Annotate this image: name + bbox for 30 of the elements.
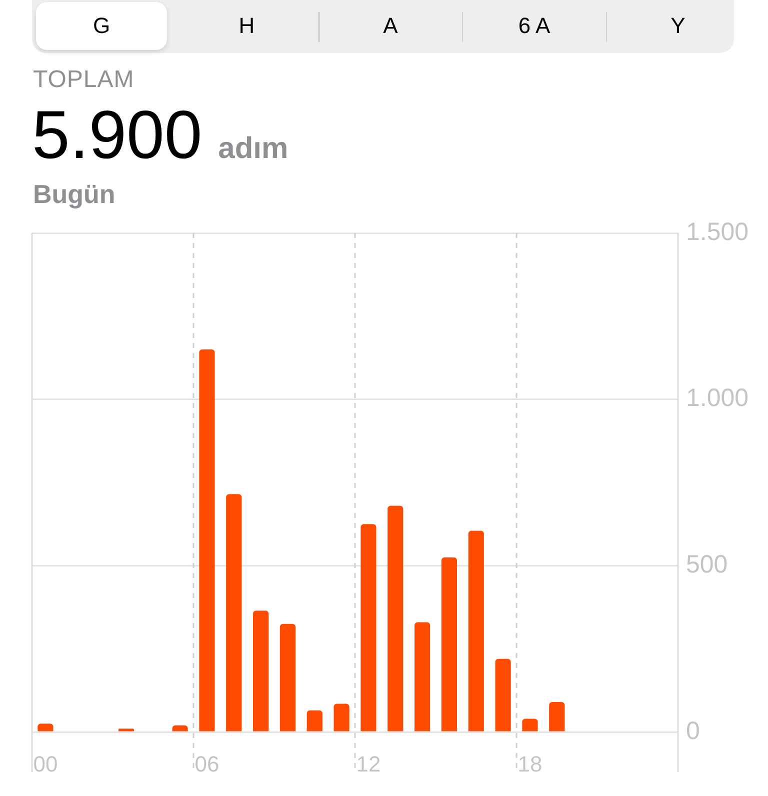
x-tick-label: 06: [194, 751, 220, 776]
bar: [549, 702, 565, 732]
y-tick-label: 1.500: [686, 218, 749, 246]
y-tick-label: 1.000: [686, 384, 749, 412]
chart-subtitle: Bugün: [33, 179, 116, 209]
segmented-control: G H A 6 A Y: [32, 0, 734, 53]
bar: [172, 725, 188, 732]
y-tick-label: 0: [686, 716, 700, 745]
text: TOPLAM: [33, 66, 134, 93]
bar: [252, 610, 269, 732]
selected-tab: G: [36, 2, 167, 50]
bar: [360, 524, 376, 732]
bar: [226, 494, 242, 732]
bar: [468, 530, 484, 732]
x-tick-label: 18: [518, 751, 542, 776]
x-tick-label: 12: [356, 751, 381, 776]
bar: [280, 624, 296, 732]
bar: [441, 557, 458, 732]
bar: [414, 622, 430, 732]
y-tick-label: 500: [686, 550, 728, 579]
bar: [306, 710, 322, 732]
bar: [199, 349, 215, 732]
bar: [522, 718, 538, 732]
bar: [495, 658, 511, 732]
bar: [118, 728, 134, 732]
bar: [388, 506, 404, 732]
x-tick-label: 00: [33, 751, 58, 776]
bar: [334, 704, 350, 732]
bar: [38, 724, 54, 732]
chart-title: 5.900 adım: [32, 97, 288, 173]
